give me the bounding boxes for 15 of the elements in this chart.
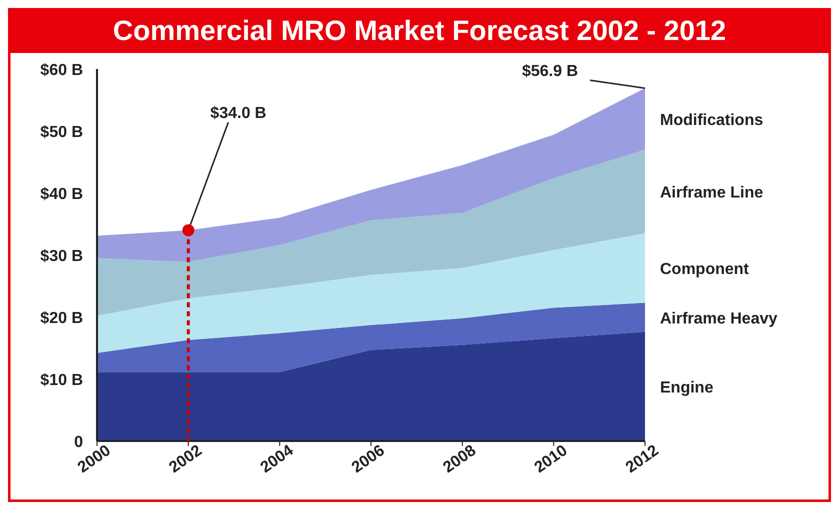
y-tick-label: $40 B — [40, 186, 83, 203]
y-tick-label: $50 B — [40, 124, 83, 141]
series-label: Engine — [660, 379, 714, 396]
y-tick-label: 0 — [74, 434, 84, 451]
annotation: $34.0 B — [210, 105, 266, 122]
y-tick-label: $30 B — [40, 248, 83, 265]
y-tick-label: $60 B — [40, 62, 83, 79]
series-label: Modifications — [660, 112, 764, 129]
series-label: Component — [660, 261, 750, 278]
annotation: $56.9 B — [522, 63, 578, 80]
chart-title: Commercial MRO Market Forecast 2002 - 2012 — [112, 15, 726, 46]
series-label: Airframe Heavy — [660, 310, 778, 328]
y-tick-label: $10 B — [40, 372, 83, 389]
series-label: Airframe Line — [660, 184, 764, 202]
y-tick-label: $20 B — [40, 310, 83, 327]
